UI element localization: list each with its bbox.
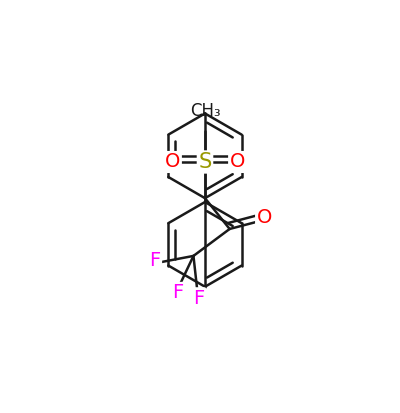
- Text: S: S: [198, 152, 212, 172]
- Text: O: O: [257, 208, 272, 227]
- Text: F: F: [149, 251, 160, 270]
- Text: CH₃: CH₃: [190, 102, 220, 120]
- Text: F: F: [172, 283, 184, 302]
- Text: O: O: [230, 152, 245, 171]
- Text: O: O: [165, 152, 180, 171]
- Text: F: F: [193, 289, 204, 308]
